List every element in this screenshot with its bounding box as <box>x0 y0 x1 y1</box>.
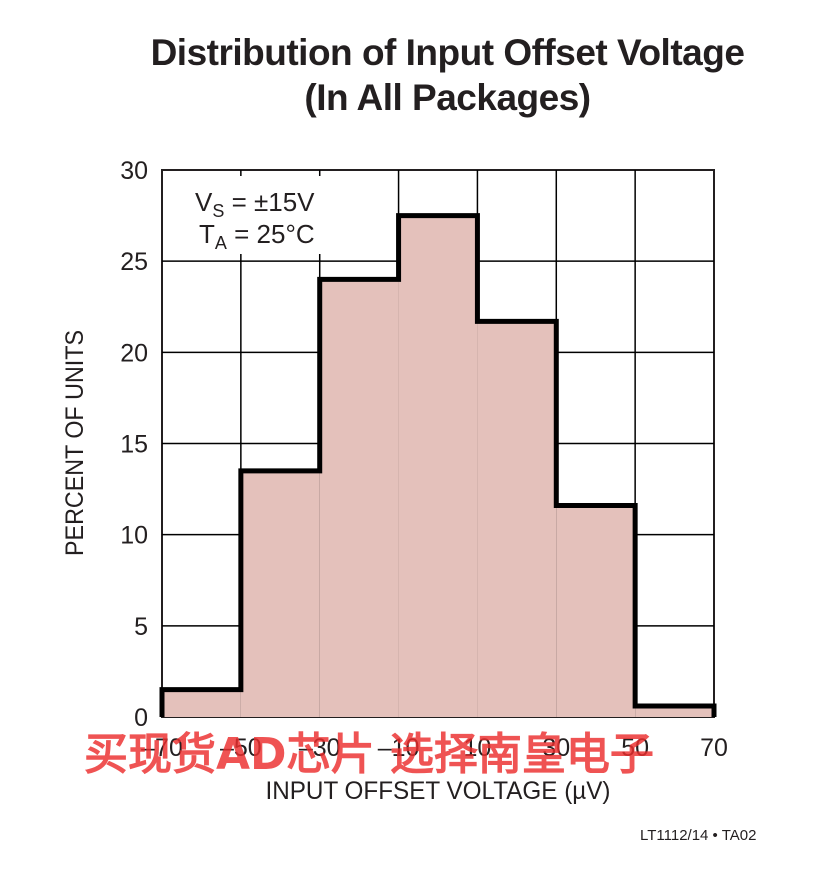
y-tick-label: 5 <box>134 613 148 641</box>
histogram-bar <box>477 321 557 717</box>
x-tick-labels: –70 –50 –30 –10 10 30 50 70 <box>141 734 728 762</box>
histogram-bar <box>556 505 636 717</box>
histogram-bars <box>162 215 714 718</box>
y-tick-label: 20 <box>120 339 148 367</box>
y-tick-labels: 0 5 10 15 20 25 30 <box>120 157 148 732</box>
chart-title-line-1: Distribution of Input Offset Voltage <box>150 32 745 73</box>
x-tick-label: –50 <box>220 734 262 762</box>
x-tick-label: –30 <box>299 734 341 762</box>
x-tick-label: 10 <box>464 734 492 762</box>
histogram-bar <box>240 470 320 717</box>
chart-title-line-2: (In All Packages) <box>304 77 591 118</box>
annotation-line: VS = ±15V <box>195 187 315 221</box>
x-tick-label: 30 <box>542 734 570 762</box>
x-tick-label: 70 <box>700 734 728 762</box>
y-tick-label: 0 <box>134 704 148 732</box>
x-axis-label: INPUT OFFSET VOLTAGE (µV) <box>266 777 611 805</box>
y-tick-label: 15 <box>120 431 148 459</box>
histogram-bar <box>319 279 399 717</box>
y-tick-label: 30 <box>120 157 148 185</box>
chart-title: Distribution of Input Offset Voltage (In… <box>0 30 825 120</box>
histogram-bar <box>162 689 241 717</box>
x-tick-label: –70 <box>141 734 183 762</box>
histogram-outline <box>159 213 717 717</box>
annotation-line: TA = 25°C <box>199 219 315 253</box>
histogram-bar <box>635 706 714 717</box>
x-tick-label: 50 <box>621 734 649 762</box>
histogram-bar <box>398 215 478 718</box>
figure-code: LT1112/14 • TA02 <box>640 827 757 844</box>
x-tick-label: –10 <box>378 734 420 762</box>
y-tick-label: 25 <box>120 248 148 276</box>
y-tick-label: 10 <box>120 522 148 550</box>
annotation-background <box>170 176 340 254</box>
y-axis-label: PERCENT OF UNITS <box>61 330 89 556</box>
